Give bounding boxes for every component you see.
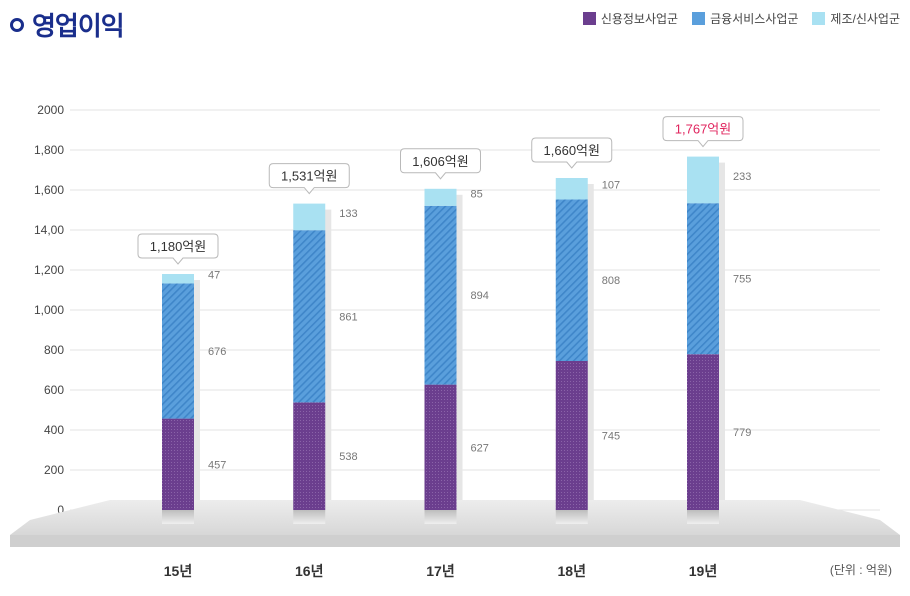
bar-segment-credit [162,418,194,510]
y-tick-label: 1,000 [34,303,64,317]
unit-label: (단위 : 억원) [830,563,892,577]
bar-segment-manufacturing [293,203,326,231]
callout-total-label: 1,606억원 [412,154,468,169]
gridlines [70,109,880,511]
legend-swatch-credit [582,12,596,25]
bar-base-shadow [424,510,457,524]
bar-segment-credit [293,402,326,510]
legend-item-finance: 금융서비스사업군 [692,10,798,27]
bars: 457 676 47 1,180억원 538 861 133 1,531억원 627 894 85 1… [137,116,751,524]
value-label: 133 [339,208,357,220]
value-label: 779 [733,427,751,439]
bar-segment-finance [424,205,457,385]
bar-segment-manufacturing [555,178,588,200]
bar-base-shadow [555,510,588,524]
total-callout: 1,606억원 [400,148,481,180]
bar-shadow [454,194,463,501]
bar-base-shadow [687,510,719,524]
value-label: 107 [602,180,620,192]
total-callout: 1,767억원 [662,116,744,148]
total-callout: 1,531억원 [268,163,350,195]
value-label: 861 [339,311,357,323]
value-label: 627 [471,442,489,454]
bar-base-shadow [162,510,194,524]
bar-shadow [585,184,594,500]
x-tick-label: 16년 [295,563,323,579]
legend-label-finance: 금융서비스사업군 [710,12,799,26]
legend-item-manufacturing: 제조/신사업군 [812,10,900,27]
callout-total-label: 1,531억원 [281,169,337,184]
y-tick-label: 14,00 [34,223,64,237]
value-label: 745 [602,431,620,443]
legend-label-credit: 신용정보사업군 [600,12,679,26]
value-label: 538 [339,451,357,463]
legend: 신용정보사업군 금융서비스사업군 제조/신사업군 [582,10,900,27]
value-label: 894 [471,290,489,302]
bar-shadow [717,162,725,500]
y-tick-label: 2000 [37,103,64,117]
y-tick-label: 600 [44,383,64,397]
bar-base-shadow [293,510,326,524]
bar-segment-finance [555,199,588,361]
x-tick-label: 17년 [426,563,454,579]
total-callout: 1,180억원 [137,233,219,265]
value-label: 47 [208,270,220,282]
value-label: 808 [602,275,620,287]
x-axis-labels: 15년 16년 17년 18년 19년 [164,563,717,579]
callout-total-label: 1,660억원 [544,143,600,158]
callout-box [137,233,219,265]
x-tick-label: 18년 [558,563,586,579]
bar-segment-manufacturing [162,274,194,284]
y-tick-label: 1,200 [34,263,64,277]
bar-segment-manufacturing [687,156,719,204]
value-label: 676 [208,346,226,358]
y-tick-label: 400 [44,423,64,437]
x-tick-label: 15년 [164,563,192,579]
bar-segment-finance [162,283,194,419]
y-tick-label: 1,600 [34,183,64,197]
bar-segment-finance [687,203,719,355]
bar-segment-finance [293,230,326,403]
y-tick-label: 800 [44,343,64,357]
bar-segment-credit [687,354,719,510]
bar-segment-credit [555,361,588,510]
callout-box [531,137,613,169]
value-label: 85 [471,188,483,200]
callout-total-label: 1,767억원 [675,122,731,137]
value-label: 457 [208,459,226,471]
value-label: 755 [733,274,751,286]
bar-segment-manufacturing [424,188,457,206]
y-tick-label: 1,800 [34,143,64,157]
legend-label-manufacturing: 제조/신사업군 [830,12,900,26]
total-callout: 1,660억원 [531,137,613,169]
legend-item-credit: 신용정보사업군 [582,10,679,27]
callout-box [662,116,744,148]
chart-title: 영업이익 [10,6,125,43]
floor-front [10,535,900,547]
bar-segment-credit [424,384,457,510]
title-text: 영업이익 [32,11,125,41]
bullet-ring-icon [10,17,24,32]
callout-box [268,163,350,195]
y-tick-label: 200 [44,463,64,477]
callout-box [400,148,481,180]
legend-swatch-finance [692,12,706,25]
bar-shadow [192,280,200,500]
value-label: 233 [733,171,751,183]
bar-shadow [323,209,332,500]
callout-total-label: 1,180억원 [150,239,206,254]
x-tick-label: 19년 [689,563,717,579]
y-axis-ticks: 0 200 400 600 800 1,000 1,200 14,00 1,600 1,800 20… [34,103,64,517]
y-tick-label: 0 [57,503,64,517]
legend-swatch-manufacturing [812,12,826,25]
